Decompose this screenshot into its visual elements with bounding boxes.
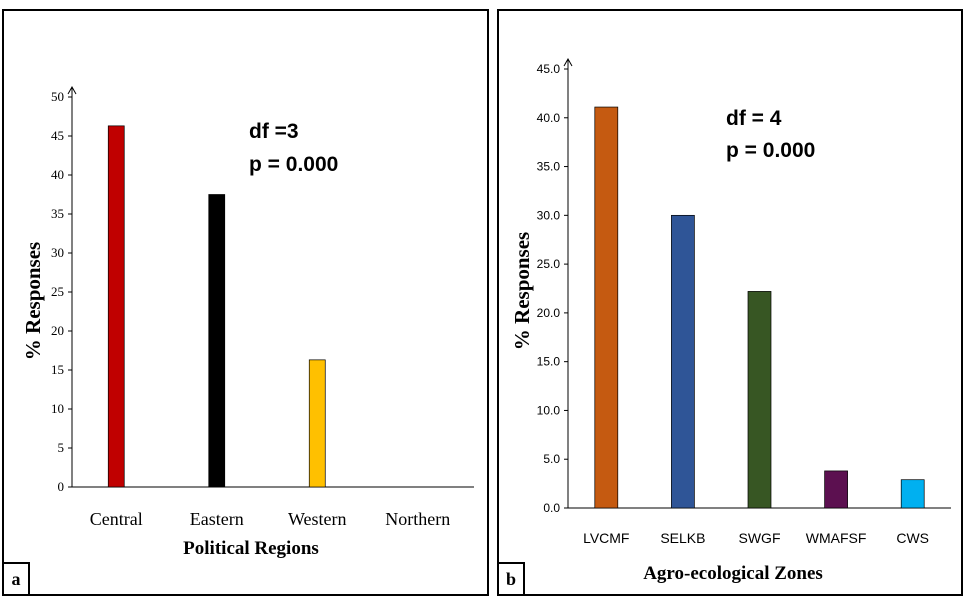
b-bar-selkb	[671, 214, 695, 509]
chart-a-y-axis-title: % Responses	[21, 242, 45, 360]
b-y-tick-label: 45.0	[537, 62, 561, 76]
b-bar-lvcmf	[594, 106, 619, 509]
b-y-tick-label: 40.0	[537, 111, 561, 125]
b-y-tick-label: 30.0	[537, 208, 561, 222]
b-bar-cws	[900, 479, 925, 509]
a-y-tick-label: 20	[51, 323, 64, 338]
panel-b-label: b	[499, 562, 525, 594]
chart-a-axes	[67, 85, 474, 488]
a-y-tick-label: 5	[58, 440, 65, 455]
chart-panel-b: 0.0 5.0 10.0 15.0 20.0 25.0 30.0 35.0 40.0 45.0 L…	[497, 9, 963, 596]
chart-a-bars	[107, 125, 326, 488]
b-x-tick-label-cws: CWS	[896, 530, 929, 546]
a-bar-eastern	[208, 194, 226, 488]
b-x-tick-label-selkb: SELKB	[660, 530, 705, 546]
a-y-tick-label: 45	[51, 128, 64, 143]
chart-b-y-axis-title: % Responses	[510, 232, 534, 350]
chart-b-annotation-p: p = 0.000	[726, 139, 815, 162]
b-y-tick-label: 35.0	[537, 160, 561, 174]
panel-a-label: a	[4, 562, 30, 594]
b-y-axis-arrow	[563, 57, 573, 67]
a-y-tick-label: 0	[58, 479, 65, 494]
a-x-tick-label-central: Central	[90, 509, 143, 529]
b-bar-wmafsf	[824, 470, 848, 509]
chart-a-x-axis-title: Political Regions	[183, 538, 319, 559]
a-y-tick-label: 30	[51, 245, 64, 260]
a-bar-central	[107, 125, 125, 488]
chart-b-svg: 0.0 5.0 10.0 15.0 20.0 25.0 30.0 35.0 40.0 45.0 L…	[510, 57, 951, 584]
b-y-tick-label: 25.0	[537, 257, 561, 271]
a-x-tick-label-northern: Northern	[385, 509, 450, 529]
chart-a-annotation-p: p = 0.000	[249, 153, 338, 176]
a-y-tick-label: 10	[51, 401, 64, 416]
b-x-tick-label-wmafsf: WMAFSF	[806, 530, 867, 546]
a-y-tick-label: 15	[51, 362, 64, 377]
a-y-tick-label: 50	[51, 89, 64, 104]
b-y-tick-label: 10.0	[537, 403, 561, 417]
a-x-tick-label-eastern: Eastern	[190, 509, 244, 529]
b-x-tick-label-lvcmf: LVCMF	[583, 530, 629, 546]
a-y-axis-arrow	[67, 85, 77, 95]
a-bar-western	[308, 359, 326, 488]
b-y-tick-label: 0.0	[543, 501, 560, 515]
chart-b-x-axis-title: Agro-ecological Zones	[643, 563, 823, 584]
chart-b-annotation-df: df = 4	[726, 107, 782, 130]
chart-a-x-tick-labels: Central Eastern Western Northern	[90, 509, 450, 529]
b-y-tick-label: 15.0	[537, 355, 561, 369]
chart-a-annotation-df: df =3	[249, 120, 299, 143]
a-y-tick-label: 40	[51, 167, 64, 182]
chart-b-bars	[594, 106, 925, 509]
a-y-tick-label: 25	[51, 284, 64, 299]
chart-b-x-tick-labels: LVCMF SELKB SWGF WMAFSF CWS	[583, 530, 929, 546]
b-y-tick-label: 5.0	[543, 452, 560, 466]
b-bar-swgf	[747, 291, 772, 509]
b-y-tick-label: 20.0	[537, 306, 561, 320]
chart-a-y-ticks: 0 5 10 15 20 25 30 35 40 45 50	[51, 89, 72, 494]
a-y-tick-label: 35	[51, 206, 64, 221]
chart-a-svg: 0 5 10 15 20 25 30 35 40 45 50 Central Eastern Weste…	[21, 85, 474, 559]
chart-b-y-ticks: 0.0 5.0 10.0 15.0 20.0 25.0 30.0 35.0 40.0 45.0	[537, 62, 568, 515]
b-x-tick-label-swgf: SWGF	[739, 530, 781, 546]
a-x-tick-label-western: Western	[288, 509, 347, 529]
chart-panel-a: 0 5 10 15 20 25 30 35 40 45 50 Central Eastern Weste…	[2, 9, 489, 596]
